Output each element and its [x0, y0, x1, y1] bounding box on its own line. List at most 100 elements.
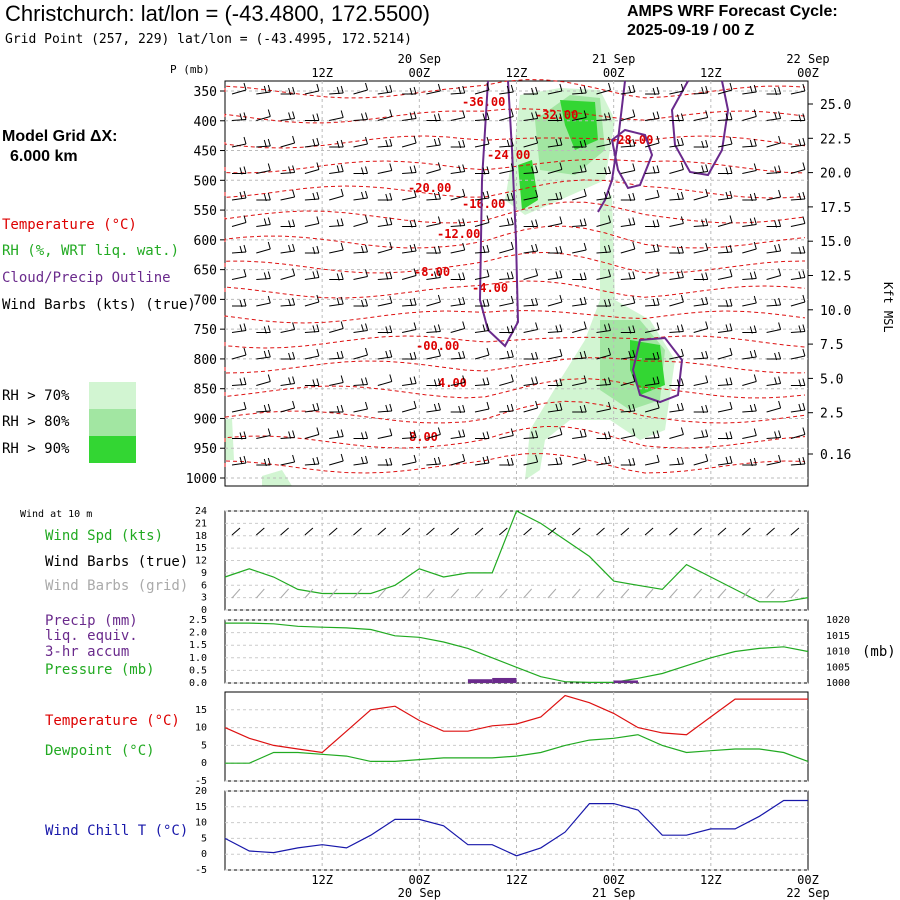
- wind-barb-flag: [365, 347, 368, 356]
- temperature-contour-label: -20.00: [408, 181, 451, 195]
- wind-barb-flag: [437, 348, 441, 357]
- wind-barb-staff: [742, 278, 757, 280]
- wind-barb-flag: [482, 378, 486, 386]
- kft-tick-label: 25.0: [820, 98, 851, 113]
- wind-barb-flag: [535, 351, 539, 360]
- pressure-tick-label: 1000: [186, 472, 217, 487]
- wind-barb-flag: [608, 215, 611, 223]
- wind-barb-flag: [389, 325, 393, 333]
- wind-barb-flag: [336, 297, 340, 306]
- wind-barb-flag: [243, 112, 247, 120]
- wind-barb-flag: [725, 456, 729, 465]
- wind-barb-staff: [717, 330, 733, 333]
- kft-tick-label: 7.5: [820, 338, 843, 353]
- wind-barb-staff: [766, 275, 781, 280]
- wind-barb-flag: [632, 403, 636, 412]
- wind-barb-flag: [583, 139, 587, 148]
- wind-barb-flag: [506, 272, 510, 280]
- wind-barb-flag: [263, 272, 267, 280]
- wind-barb-flag: [632, 271, 636, 279]
- wind-barb-flag: [365, 401, 368, 410]
- temperature-contour-label: -4.00: [472, 281, 508, 295]
- wind-barb-flag: [749, 350, 753, 359]
- wind-barb-staff: [353, 197, 368, 201]
- wind-barb-flag: [462, 350, 466, 359]
- wind-barb-flag: [340, 272, 344, 280]
- wind-barb-flag: [239, 324, 243, 332]
- wind-barb-flag: [288, 166, 292, 174]
- wind-barb-staff: [231, 197, 247, 201]
- wind-barb-staff: [329, 357, 344, 360]
- wind-barb-flag: [389, 374, 393, 382]
- wind-barb-flag: [437, 83, 441, 92]
- wind-barb-staff: [377, 224, 392, 227]
- wind-barb-staff: [693, 357, 708, 360]
- temperature-contour: [224, 108, 806, 124]
- wind-barb-flag: [389, 457, 393, 466]
- wind-barb-flag: [312, 114, 316, 122]
- wind-barb-flag: [535, 165, 539, 173]
- wind-barb-staff: [596, 143, 611, 148]
- wind-barb-flag: [798, 246, 802, 255]
- wind-barb-flag: [676, 246, 680, 255]
- wind-barb-flag: [608, 244, 611, 253]
- wind-barb-flag: [462, 218, 466, 226]
- wind-barb-flag: [263, 85, 267, 94]
- wind-barb-flag: [604, 191, 607, 200]
- wind-barb-flag: [365, 431, 368, 439]
- dewpoint-label: Dewpoint (°C): [45, 743, 155, 759]
- wind-barb-flag: [336, 430, 340, 438]
- wind-barb-staff: [329, 171, 344, 174]
- wind-barb-staff: [231, 251, 247, 254]
- wind-barb-staff: [426, 355, 441, 360]
- wind-barb-flag: [535, 268, 539, 276]
- wind-barb-flag: [365, 244, 368, 253]
- wind-barb-staff: [742, 381, 757, 386]
- wind-barb-flag: [486, 166, 490, 174]
- wind-barb-staff: [790, 277, 805, 280]
- wind-barb-flag: [458, 86, 462, 95]
- wind-barb-staff: [377, 302, 392, 307]
- wind-barb-flag: [632, 241, 636, 250]
- wind-barb-staff: [426, 434, 441, 439]
- wind-barb-staff: [523, 172, 538, 174]
- wind-barb-staff: [669, 90, 684, 95]
- wind-barb-flag: [462, 164, 466, 172]
- wind-barb-staff: [693, 92, 708, 95]
- wind-barb-flag: [239, 378, 243, 386]
- wind-barb-flag: [482, 245, 486, 254]
- wind-barb-staff: [717, 143, 733, 148]
- wind-barb-flag: [656, 219, 660, 227]
- wind-barb-flag: [243, 323, 247, 331]
- wind-barb-flag: [798, 379, 802, 387]
- wind-barb-flag: [753, 84, 757, 93]
- wind-barb-flag: [778, 400, 782, 409]
- wind-barb-flag: [652, 431, 656, 439]
- wind-barb-flag: [312, 246, 316, 255]
- pressure-tick-label: 650: [194, 264, 217, 279]
- temperature-contour: [224, 453, 806, 474]
- wind-barb-staff: [256, 116, 271, 121]
- wind-barb-flag: [243, 377, 247, 385]
- wind-barb-flag: [365, 112, 368, 120]
- wind-barb-staff: [596, 354, 611, 360]
- wind-barb-flag: [437, 245, 441, 254]
- wind-barb-flag: [608, 455, 611, 464]
- wind-barb-flag: [385, 85, 389, 94]
- wind-barb-flag: [628, 193, 632, 202]
- wind-barb-flag: [340, 350, 344, 359]
- wind-barb-flag: [486, 323, 490, 331]
- wind-barb-staff: [644, 196, 660, 201]
- temperature-contour: [224, 251, 806, 274]
- wind-barb-staff: [499, 410, 514, 413]
- wind-barb-staff: [329, 195, 344, 201]
- wind-barb-flag: [263, 404, 267, 413]
- wind-barb-staff: [499, 170, 514, 174]
- wind-barb-staff: [353, 89, 368, 95]
- wind-barb-staff: [523, 329, 538, 333]
- wind-barb-staff: [547, 434, 563, 439]
- wind-barb-staff: [742, 224, 757, 227]
- wind-barb-flag: [802, 113, 806, 121]
- wind-barb-flag: [559, 83, 563, 92]
- wind-barb-flag: [798, 271, 802, 279]
